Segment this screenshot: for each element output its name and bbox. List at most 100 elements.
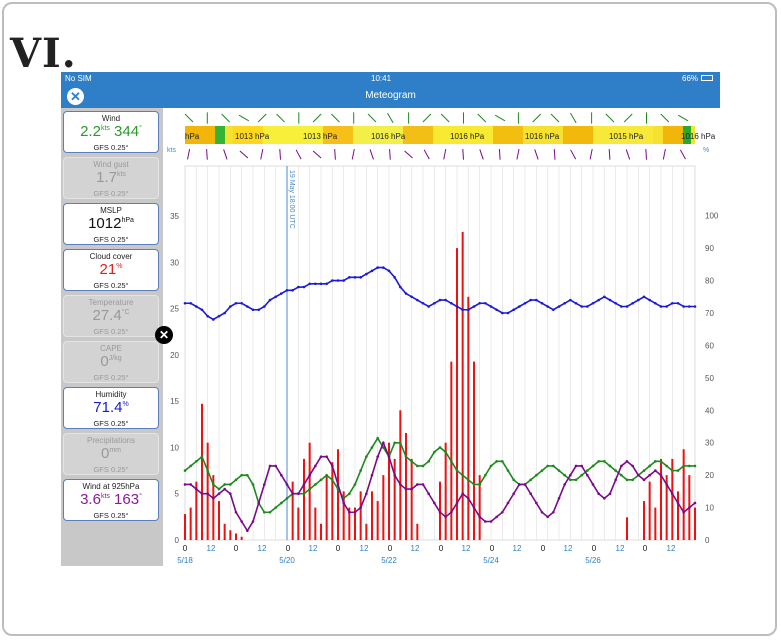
data-point [518, 483, 521, 486]
data-point [251, 308, 255, 312]
layer-card[interactable]: Temperature 27.4°C GFS 0.25° [63, 295, 159, 337]
clock-label: 10:41 [371, 74, 392, 83]
wind-arrow-icon [312, 113, 322, 123]
pressure-band-segment [263, 126, 323, 144]
wind925-arrow-icon [223, 149, 228, 160]
right-tick-label: 30 [705, 439, 714, 448]
data-point [195, 305, 198, 308]
data-point [274, 295, 277, 299]
data-point [444, 450, 447, 454]
data-point [552, 510, 555, 514]
data-point [489, 464, 493, 468]
close-button[interactable]: ✕ [67, 88, 84, 105]
data-point [314, 464, 317, 468]
data-point [484, 520, 487, 523]
layer-card[interactable]: Precipitations 0mm GFS 0.25° [63, 433, 159, 475]
data-point [359, 469, 362, 472]
data-point [455, 501, 459, 505]
x-tick-label: 0 [643, 544, 648, 553]
data-point [319, 455, 323, 459]
wind925-arrow-icon [351, 148, 355, 160]
data-point [495, 308, 498, 312]
wind925-arrow-icon [404, 150, 413, 159]
cloud-bar [314, 507, 317, 540]
pressure-band-segment [233, 126, 263, 144]
data-point [591, 483, 595, 486]
wind-arrow-icon [660, 113, 670, 123]
data-point [603, 497, 606, 500]
data-point [240, 301, 243, 305]
layer-card[interactable]: Wind 2.2kts 344° GFS 0.25° [63, 111, 159, 153]
close-marker-icon[interactable]: ✕ [155, 326, 173, 344]
data-point [438, 510, 442, 514]
date-label: 5/22 [381, 556, 397, 565]
layer-card[interactable]: Wind gust 1.7kts GFS 0.25° [63, 157, 159, 199]
cloud-bar [671, 458, 674, 540]
data-point [410, 295, 413, 299]
data-point [467, 308, 470, 312]
data-point [444, 298, 447, 302]
data-point [268, 510, 272, 514]
pressure-label: 1016 hPa [525, 132, 560, 141]
data-point [399, 285, 402, 289]
data-point [246, 529, 249, 533]
data-point [280, 501, 283, 505]
data-point [461, 473, 464, 477]
data-point [433, 301, 436, 305]
data-point [336, 279, 340, 282]
data-point [302, 492, 306, 496]
data-point [410, 460, 413, 463]
data-point [438, 298, 442, 302]
data-point [246, 473, 249, 477]
data-point [569, 473, 572, 477]
data-point [421, 483, 425, 486]
cloud-bar [376, 501, 379, 540]
data-point [659, 305, 663, 308]
data-point [484, 301, 487, 305]
wind-arrow-icon [623, 113, 633, 123]
wind-arrow-icon [422, 113, 432, 123]
data-point [540, 301, 544, 305]
pressure-label: 1015 hPa [609, 132, 644, 141]
right-tick-label: 60 [705, 341, 714, 350]
data-point [212, 318, 215, 321]
data-point [682, 305, 685, 308]
data-point [325, 282, 328, 286]
data-point [586, 305, 589, 308]
data-point [529, 492, 532, 496]
layer-sidebar: Wind 2.2kts 344° GFS 0.25° Wind gust 1.7kts G… [61, 108, 163, 566]
data-point [212, 497, 215, 500]
pressure-band-segment [353, 126, 403, 144]
data-point [614, 478, 617, 482]
data-point [461, 492, 464, 496]
data-point [251, 520, 255, 523]
wind-arrow-icon [591, 112, 593, 124]
data-point [336, 483, 340, 486]
data-point [331, 464, 334, 468]
data-point [348, 276, 351, 279]
data-point [302, 285, 306, 289]
data-point [246, 305, 249, 308]
layer-card-model: GFS 0.25° [93, 189, 129, 198]
layer-card-title: Cloud cover [89, 252, 133, 261]
layer-card-model: GFS 0.25° [93, 143, 129, 152]
data-point [501, 510, 504, 514]
layer-card[interactable]: MSLP 1012hPa GFS 0.25° [63, 203, 159, 245]
wind925-arrow-icon [295, 149, 302, 160]
data-point [671, 492, 674, 496]
data-point [370, 473, 374, 477]
data-point [693, 464, 697, 468]
data-point [693, 305, 697, 308]
wind925-arrow-icon [206, 149, 208, 160]
layer-card[interactable]: Humidity 71.4% GFS 0.25° [63, 387, 159, 429]
layer-card[interactable]: Wind at 925hPa 3.6kts 163° GFS 0.25° [63, 479, 159, 521]
layer-card[interactable]: Cloud cover 21% GFS 0.25° [63, 249, 159, 291]
data-point [676, 301, 680, 305]
wind925-arrow-icon [608, 149, 611, 160]
data-point [682, 510, 685, 514]
data-point [472, 506, 476, 509]
data-point [688, 464, 691, 468]
wind-arrow-icon [677, 114, 689, 122]
layer-card[interactable]: CAPE 0J/kg GFS 0.25° [63, 341, 159, 383]
